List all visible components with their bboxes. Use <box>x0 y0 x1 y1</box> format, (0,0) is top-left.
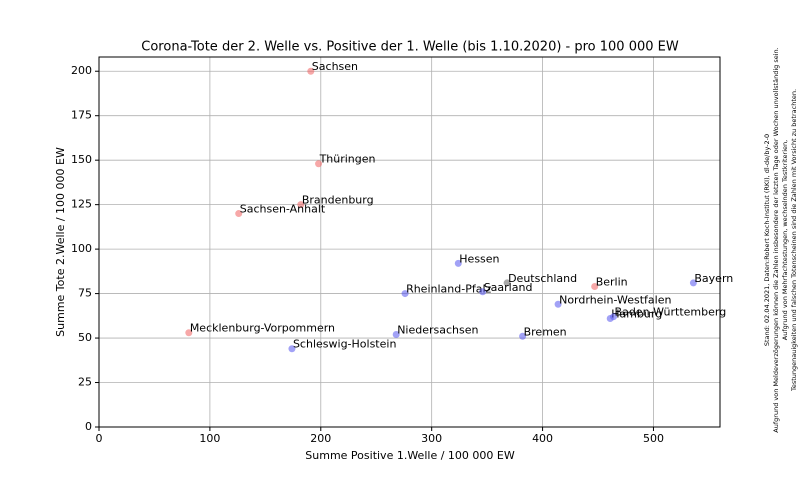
y-tick-label: 50 <box>78 331 92 344</box>
y-tick-label: 75 <box>78 287 92 300</box>
point-label: Nordrhein-Westfalen <box>559 293 671 306</box>
point <box>454 259 462 267</box>
point-label: Deutschland <box>508 272 577 285</box>
point-label: Hamburg <box>611 307 662 320</box>
point <box>288 345 296 353</box>
point <box>591 282 599 290</box>
side-note: Stand: 02.04.2021, Daten:Robert Koch-Ins… <box>763 134 771 346</box>
point-label: Brandenburg <box>302 194 374 207</box>
point <box>392 331 400 338</box>
point-label: Berlin <box>596 275 628 288</box>
point-label: Rheinland-Pfalz <box>406 283 491 296</box>
point <box>315 160 323 168</box>
side-note: Aufgrund von Mehrfachtestungen, wechseln… <box>781 140 789 340</box>
point-label: Baden-Württemberg <box>615 306 727 319</box>
y-tick-label: 0 <box>85 420 92 433</box>
point <box>503 279 511 287</box>
point <box>479 288 487 296</box>
point-label: Sachsen <box>312 60 358 73</box>
point-label: Sachsen-Anhalt <box>240 203 326 216</box>
point <box>307 67 315 75</box>
y-axis-label: Summe Tote 2.Welle / 100 000 EW <box>54 147 67 337</box>
point-label: Niedersachsen <box>397 324 478 337</box>
point <box>401 290 409 298</box>
y-tick-label: 100 <box>71 242 92 255</box>
point <box>235 210 243 218</box>
y-tick-label: 200 <box>71 64 92 77</box>
x-tick-label: 400 <box>532 432 553 445</box>
x-tick-label: 500 <box>643 432 664 445</box>
x-tick-label: 100 <box>199 432 220 445</box>
point-label: Saarland <box>484 281 533 294</box>
y-tick-label: 125 <box>71 198 92 211</box>
point <box>689 279 697 287</box>
plot-frame <box>98 56 721 428</box>
point-label: Thüringen <box>319 153 376 166</box>
y-tick-label: 150 <box>71 153 92 166</box>
chart-title: Corona-Tote der 2. Welle vs. Positive de… <box>141 40 679 55</box>
y-tick-label: 175 <box>71 109 92 122</box>
point <box>519 332 527 340</box>
point-label: Mecklenburg-Vorpommern <box>190 322 335 335</box>
x-axis-label: Summe Positive 1.Welle / 100 000 EW <box>305 449 515 462</box>
x-tick-label: 200 <box>310 432 331 445</box>
point-label: Hessen <box>459 252 499 265</box>
x-tick-label: 300 <box>421 432 442 445</box>
point <box>610 313 618 321</box>
point <box>185 329 193 337</box>
point-label: Schleswig-Holstein <box>293 338 396 351</box>
y-tick-label: 25 <box>78 376 92 389</box>
point <box>297 201 305 209</box>
point-label: Bayern <box>694 272 733 285</box>
x-tick-label: 0 <box>96 432 103 445</box>
side-note: Testungenauigkeiten und falschen Totensc… <box>790 89 798 392</box>
point <box>554 300 562 308</box>
point-label: Bremen <box>524 325 567 338</box>
side-note: Aufgrund von Meldeverzögerungen können d… <box>772 47 780 432</box>
